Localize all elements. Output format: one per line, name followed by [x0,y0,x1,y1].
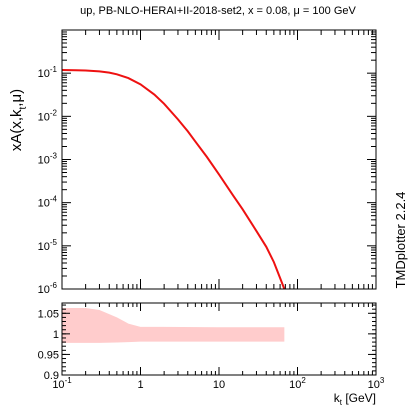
ratio-panel-frame [61,302,377,376]
x-axis-label-main: k [334,391,341,405]
y-tick-label: 10-2 [38,108,58,123]
y-tick-label: 10-5 [38,238,58,253]
tmdplotter-version: TMDplotter 2.2.4 [393,192,408,289]
y-tick-label: 0.95 [38,349,59,361]
x-tick-label: 10 [213,379,225,391]
x-axis-label: kt [GeV] [334,391,376,406]
tick-base: 10 [38,111,50,123]
y-tick-label: 1 [53,329,59,341]
main-axis-ticks [61,30,376,290]
tick-exponent: -1 [65,376,73,385]
y-tick-label: 10-4 [38,195,58,210]
tick-base: 10 [289,379,301,391]
ratio-y-tick-labels: 0.9 0.95 1 1.05 [38,308,59,382]
main-y-tick-labels: 10-110-210-310-410-510-6 [38,65,58,296]
y-axis-label-sub: t [18,106,29,109]
ratio-band [62,307,285,343]
tick-base: 10 [38,284,50,296]
tick-exponent: -6 [50,281,58,290]
x-tick-label: 102 [289,376,306,391]
main-panel-frame [61,29,377,290]
tick-base: 10 [368,379,380,391]
y-axis-label-mid: ,μ) [8,89,25,107]
x-tick-label: 1 [137,379,143,391]
tick-base: 10 [52,379,64,391]
tick-base: 10 [38,155,50,167]
tick-base: 10 [38,241,50,253]
x-axis-label-sub: t [340,398,343,406]
y-tick-label: 10-6 [38,281,58,296]
tick-exponent: 3 [380,376,385,385]
tick-base: 10 [38,198,50,210]
ratio-x-tick-labels: 10-1 1 10 102 103 [52,376,385,391]
x-tick-label: 10-1 [52,376,72,391]
tick-exponent: -4 [50,195,58,204]
y-tick-label: 0.9 [44,370,59,382]
chart-title: up, PB-NLO-HERAI+II-2018-set2, x = 0.08,… [80,5,356,17]
x-tick-label: 103 [368,376,385,391]
y-tick-label: 10-3 [38,152,58,167]
y-tick-label: 1.05 [38,308,59,320]
x-axis-label-rest: [GeV] [342,391,376,405]
y-tick-label: 10-1 [38,65,58,80]
main-panel: 10-110-210-310-410-510-6 [38,29,377,296]
tick-base: 10 [38,68,50,80]
tick-exponent: -2 [50,108,58,117]
tick-exponent: 2 [301,376,306,385]
series-line [61,69,286,290]
tick-exponent: -3 [50,152,58,161]
y-axis-label-main: xA(x,k [8,109,25,151]
y-axis-label: xA(x,kt,μ) [8,89,29,151]
tick-exponent: -1 [50,65,58,74]
tick-exponent: -5 [50,238,58,247]
